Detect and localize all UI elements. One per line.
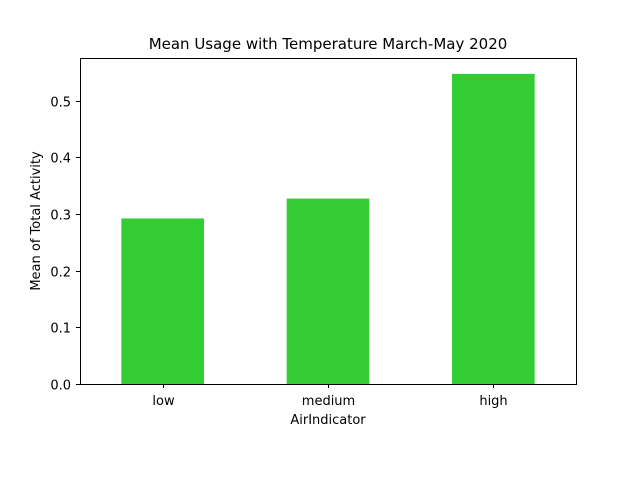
plot-area (121, 73, 535, 384)
y-tick-label-4: 0.4 (50, 152, 71, 167)
y-tick-label-0: 0.0 (50, 379, 71, 394)
y-tick-label-2: 0.2 (50, 266, 71, 281)
y-tick-label-1: 0.1 (50, 322, 71, 337)
bar-medium (286, 198, 370, 384)
x-tick-label-low: low (152, 394, 175, 409)
bar-low (121, 218, 204, 384)
bar-high (452, 73, 535, 384)
chart-title: Mean Usage with Temperature March-May 20… (149, 35, 508, 53)
x-tick-label-medium: medium (302, 394, 355, 409)
y-tick-label-3: 0.3 (50, 209, 71, 224)
y-tick-label-5: 0.5 (50, 96, 71, 111)
y-axis-label: Mean of Total Activity (29, 151, 44, 291)
x-axis-label: AirIndicator (290, 413, 366, 428)
x-tick-label-high: high (479, 394, 507, 409)
